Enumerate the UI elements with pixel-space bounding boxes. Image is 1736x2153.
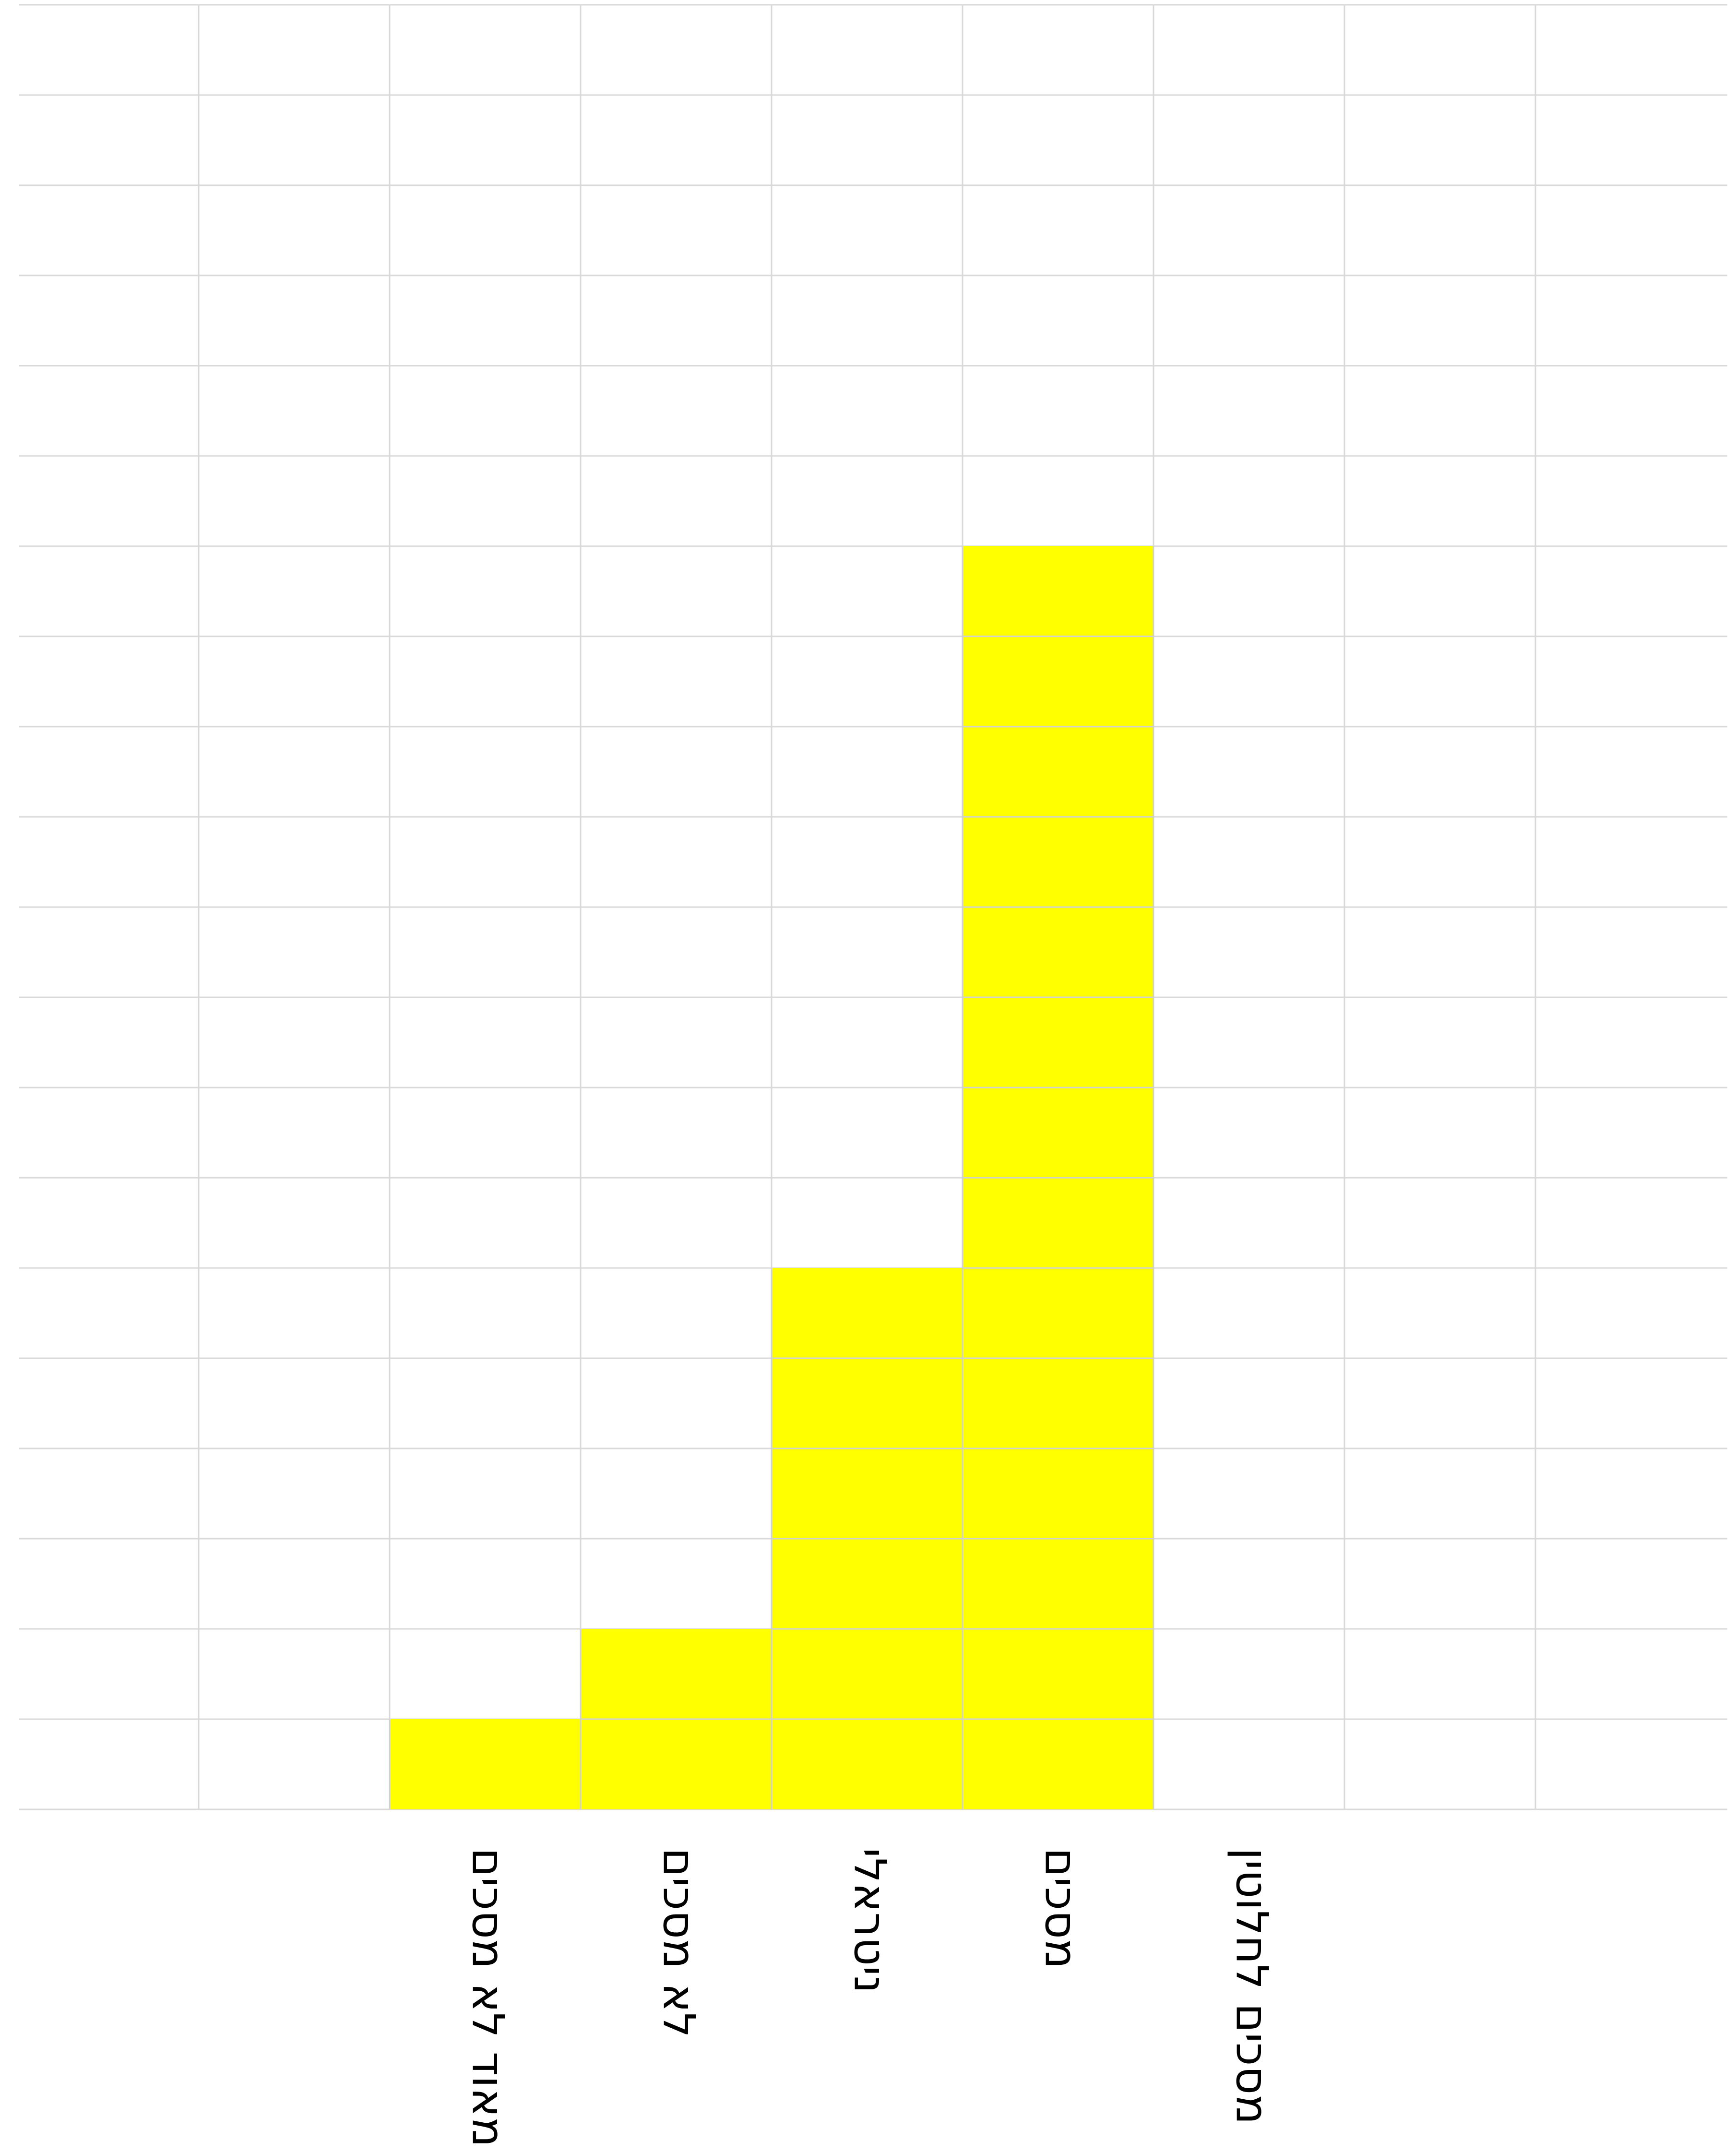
category-label: מסכים: [1035, 1848, 1087, 1969]
category-label: מסכים לחלוטין: [1226, 1848, 1278, 2125]
category-label: לא מסכים: [654, 1848, 705, 2038]
category-labels: מאוד לא מסכים לא מסכים ניטראלי מסכים מסכים ל…: [463, 1848, 1278, 2147]
category-label: ניטראלי: [844, 1848, 896, 1993]
category-label: מאוד לא מסכים: [463, 1848, 514, 2147]
bar-cell-lines: [389, 546, 1154, 1809]
gridlines: [19, 4, 1727, 1810]
bar: [390, 1719, 581, 1809]
